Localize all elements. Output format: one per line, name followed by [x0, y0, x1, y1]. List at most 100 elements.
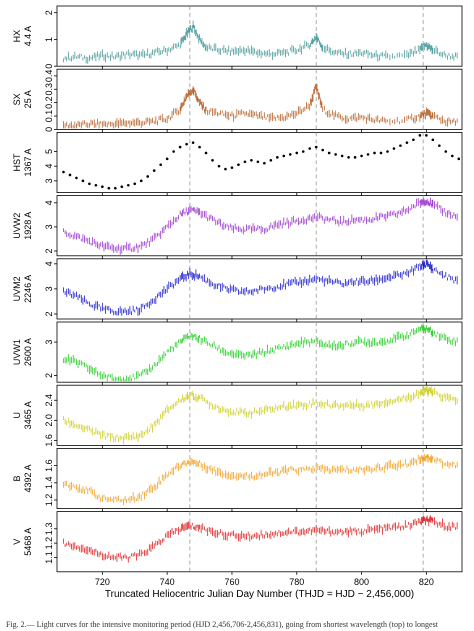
panel-v: 1.11.21.3 V 5468 A: [12, 511, 463, 575]
data-point: [301, 150, 305, 153]
y-tick-label: 1: [44, 37, 54, 42]
panel-frame: [56, 511, 463, 573]
data-point: [62, 170, 65, 174]
data-point: [308, 147, 312, 150]
panel-unit: 5468 A: [23, 528, 33, 556]
data-point: [379, 151, 383, 155]
y-tick-label: 1.1: [44, 551, 54, 564]
y-tick-label: 0.1: [44, 110, 54, 123]
data-point: [139, 179, 143, 183]
data-point: [159, 163, 162, 167]
panel-frame: [56, 131, 463, 193]
data-point: [347, 156, 350, 159]
panel-unit: 1367 A: [23, 148, 33, 176]
data-point: [327, 151, 331, 155]
data-point: [386, 150, 389, 153]
data-point: [418, 134, 422, 137]
y-tick-label: 1.3: [44, 523, 54, 536]
data-point: [211, 158, 214, 162]
y-tick-label: 0: [44, 64, 54, 69]
data-point: [243, 160, 247, 164]
panel-sx: 0 0.10.20.30.4 SX 25 A: [12, 68, 463, 133]
y-tick-label: 2: [44, 10, 54, 15]
data-point: [185, 142, 188, 146]
y-tick-label: 1.4: [44, 477, 54, 490]
panel-frame: [56, 5, 463, 67]
data-point: [295, 151, 299, 155]
panel-name: SX: [12, 93, 22, 105]
data-point: [340, 154, 344, 158]
y-tick-label: 3: [44, 286, 54, 291]
data-point: [314, 145, 318, 149]
panel-frame: [56, 384, 463, 446]
data-point: [230, 166, 234, 169]
data-point: [263, 161, 266, 165]
data-point: [152, 169, 156, 172]
y-tick-label: 4: [44, 200, 54, 205]
y-tick-label: 0.2: [44, 96, 54, 109]
panel-name: HST: [12, 153, 22, 172]
panel-name: UVW2: [12, 213, 22, 239]
x-tick-label: 720: [95, 577, 110, 587]
y-tick-label: 2: [44, 248, 54, 253]
data-point: [68, 173, 72, 177]
data-point: [165, 157, 169, 161]
data-point: [321, 148, 324, 152]
panel-frame: [56, 195, 463, 257]
panel-hst: 3 4 5 HST 1367 A: [12, 131, 463, 196]
panel-name: V: [12, 539, 22, 545]
data-point: [405, 141, 409, 144]
y-tick-label: 1.6: [44, 434, 54, 447]
y-tick-label: 4: [44, 261, 54, 266]
y-tick-label: 3: [44, 178, 54, 183]
data-point: [178, 145, 182, 149]
y-tick-label: 0: [44, 127, 54, 132]
y-tick-label: 2: [44, 311, 54, 316]
data-point: [282, 154, 286, 158]
panel-unit: 1928 A: [23, 212, 33, 240]
panel-unit: 3465 A: [23, 401, 33, 429]
panel-name: HX: [12, 30, 22, 43]
data-point: [425, 134, 428, 137]
panel-frame: [56, 447, 463, 509]
x-tick-label: 740: [160, 577, 175, 587]
data-point: [101, 185, 104, 189]
data-point: [366, 153, 370, 156]
data-point: [81, 179, 85, 183]
data-point: [172, 150, 175, 153]
y-tick-label: 2: [44, 373, 54, 378]
data-point: [373, 151, 376, 155]
panel-unit: 4.4 A: [23, 26, 33, 47]
panel-name: U: [12, 412, 22, 419]
panel-unit: 2246 A: [23, 275, 33, 303]
data-point: [133, 182, 137, 186]
panel-name: UVM2: [12, 276, 22, 301]
panel-frame: [56, 68, 463, 130]
data-point: [107, 186, 111, 190]
data-point: [457, 157, 461, 161]
y-tick-label: 1.6: [44, 459, 54, 472]
panel-hx: 0 1 2 HX 4.4 A: [12, 5, 463, 70]
panel-unit: 4392 A: [23, 464, 33, 492]
panel-name: B: [12, 475, 22, 481]
data-point: [88, 182, 91, 186]
data-point: [392, 147, 396, 150]
data-point: [75, 176, 78, 180]
data-point: [94, 183, 98, 187]
data-point: [269, 158, 273, 162]
panel-unit: 2600 A: [23, 338, 33, 366]
data-point: [412, 138, 415, 142]
x-tick-label: 780: [289, 577, 304, 587]
data-point: [276, 156, 279, 159]
data-point: [250, 158, 253, 162]
x-tick-label: 820: [419, 577, 434, 587]
data-point: [146, 175, 150, 178]
data-point: [126, 183, 130, 187]
panel-name: UVW1: [12, 339, 22, 365]
data-point: [237, 163, 240, 167]
data-point: [198, 145, 201, 149]
y-tick-label: 2.4: [44, 394, 54, 407]
data-point: [450, 154, 454, 158]
y-tick-label: 2.0: [44, 414, 54, 427]
